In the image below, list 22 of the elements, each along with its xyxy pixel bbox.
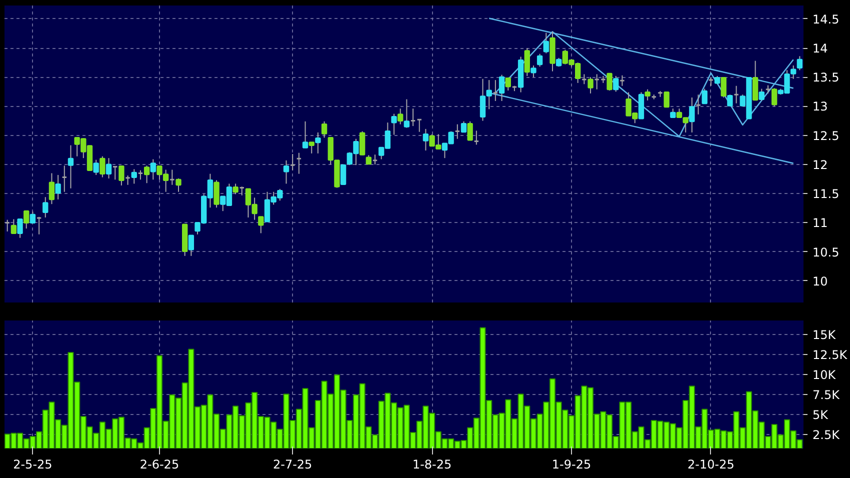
x-tick-label: 2-6-25 bbox=[140, 458, 180, 472]
x-tick-label: 2-5-25 bbox=[13, 458, 52, 472]
y-tick-label: 10.5 bbox=[812, 245, 840, 260]
y-tick-label: 11 bbox=[812, 216, 828, 230]
y-tick-label: 5K bbox=[812, 408, 830, 422]
y-tick-label: 12.5 bbox=[812, 128, 840, 143]
y-tick-label: 14 bbox=[812, 42, 828, 56]
y-tick-label: 15K bbox=[812, 328, 837, 342]
y-tick-label: 10K bbox=[812, 368, 837, 382]
x-tick-label: 1-8-25 bbox=[412, 458, 452, 472]
y-tick-label: 11.5 bbox=[812, 187, 840, 202]
y-tick-label: 14.5 bbox=[812, 12, 840, 26]
y-tick-label: 12 bbox=[812, 158, 828, 172]
y-tick-label: 2.5K bbox=[812, 428, 841, 442]
y-tick-label: 10 bbox=[812, 274, 828, 288]
y-tick-label: 12.5K bbox=[812, 348, 848, 362]
y-tick-label: 13.5 bbox=[812, 70, 840, 85]
x-tick-label: 2-7-25 bbox=[272, 458, 312, 472]
y-tick-label: 7.5K bbox=[812, 388, 841, 402]
x-tick-label: 2-10-25 bbox=[688, 458, 734, 472]
x-tick-label: 1-9-25 bbox=[552, 458, 592, 472]
y-tick-label: 13 bbox=[812, 100, 828, 114]
